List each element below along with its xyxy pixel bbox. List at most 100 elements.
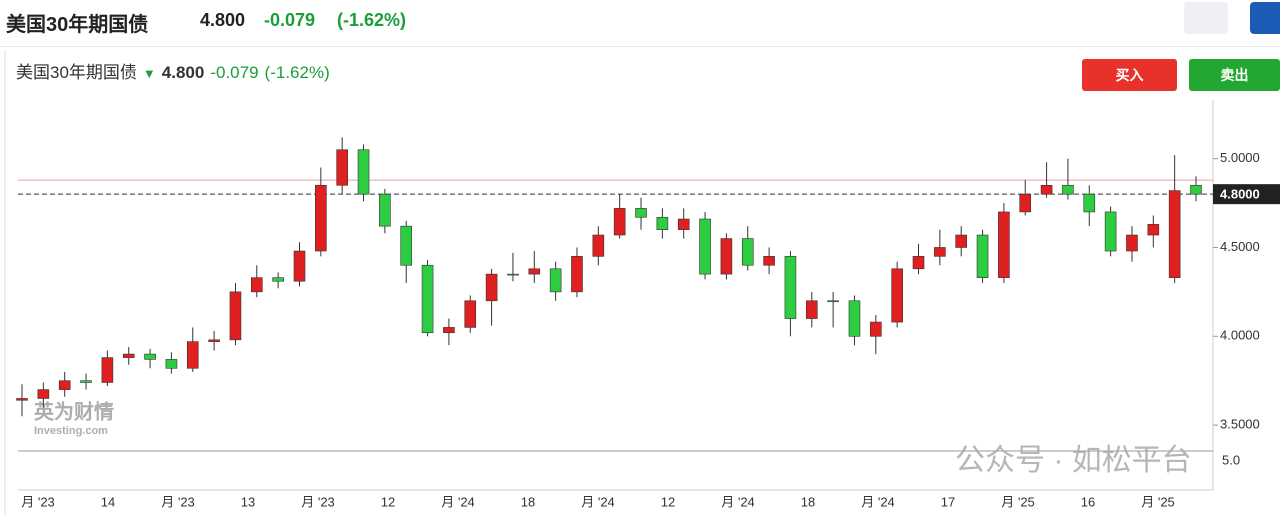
candle-body xyxy=(485,273,498,302)
candle-body xyxy=(251,277,263,293)
candle-body xyxy=(613,208,626,236)
candle-body xyxy=(1019,193,1032,213)
candle-body xyxy=(528,268,541,275)
candle-body xyxy=(122,353,135,358)
candle-body xyxy=(507,273,519,276)
alert-button[interactable] xyxy=(1184,2,1228,34)
candle-body xyxy=(998,211,1010,278)
x-tick-label: 月 '24 xyxy=(861,494,895,509)
volume-axis-label: 5.0 xyxy=(1222,452,1240,467)
chart-change: -0.079 xyxy=(210,63,259,82)
y-tick-label: 3.5000 xyxy=(1220,417,1260,432)
title: 美国30年期国债 xyxy=(6,14,149,36)
candle-body xyxy=(677,218,690,230)
candle-body xyxy=(272,277,284,282)
x-tick-label: 12 xyxy=(661,494,675,509)
candle-body xyxy=(976,234,989,278)
last-price-box xyxy=(1213,184,1280,205)
candle-body xyxy=(144,353,156,360)
candle-body xyxy=(443,327,455,334)
last-price-label: 4.8000 xyxy=(1220,187,1260,202)
candle-body xyxy=(805,300,818,319)
x-tick-label: 月 '24 xyxy=(581,494,615,509)
sell-button[interactable]: 卖出 xyxy=(1189,59,1280,91)
x-tick-label: 13 xyxy=(241,494,255,509)
candle-body xyxy=(870,321,882,337)
change-pct: (-1.62%) xyxy=(337,10,407,30)
x-tick-label: 16 xyxy=(1081,494,1095,509)
change: -0.079 xyxy=(264,10,316,30)
candle-body xyxy=(699,218,711,275)
candle-body xyxy=(955,234,968,248)
candle-body xyxy=(1168,190,1181,278)
candle-body xyxy=(379,193,391,227)
candle-body xyxy=(464,300,477,328)
candle-body xyxy=(763,256,775,266)
candle-body xyxy=(1104,211,1117,252)
watermark-wechat: 公众号 · 如松平台 xyxy=(955,444,1192,477)
x-tick-label: 18 xyxy=(521,494,535,509)
candle-body xyxy=(229,291,242,341)
price: 4.800 xyxy=(200,10,246,30)
candle-body xyxy=(549,268,562,293)
candle-body xyxy=(165,359,178,369)
candle-body xyxy=(934,247,946,257)
x-tick-label: 月 '24 xyxy=(441,494,475,509)
x-tick-label: 月 '25 xyxy=(1001,494,1035,509)
chart-title: 美国30年期国债 xyxy=(16,63,137,82)
candle-body xyxy=(635,208,647,218)
x-tick-label: 月 '23 xyxy=(161,494,195,509)
candle-body xyxy=(784,256,797,319)
x-tick-label: 月 '23 xyxy=(21,494,55,509)
y-tick-label: 4.0000 xyxy=(1220,328,1260,343)
candle-body xyxy=(208,339,220,342)
candle-body xyxy=(37,389,50,399)
candle-body xyxy=(1126,234,1138,252)
candle-body xyxy=(1190,184,1202,195)
candle-body xyxy=(571,256,583,293)
watermark-logo-en: Investing.com xyxy=(34,425,108,437)
candle-body xyxy=(16,398,28,401)
x-tick-label: 14 xyxy=(101,494,115,509)
candle-body xyxy=(827,300,839,303)
watchlist-button[interactable] xyxy=(1250,2,1280,34)
candle-body xyxy=(741,238,754,266)
candle-body xyxy=(1083,193,1096,213)
candle-body xyxy=(101,357,114,383)
x-tick-label: 12 xyxy=(381,494,395,509)
watermark-logo: 英为财情 xyxy=(34,399,114,423)
candle-body xyxy=(656,216,669,230)
candle-body xyxy=(186,341,199,369)
y-tick-label: 5.0000 xyxy=(1220,150,1260,165)
candle-body xyxy=(336,149,348,186)
top-bar: 美国30年期国债 4.800 -0.079 (-1.62%) xyxy=(0,0,1280,47)
candle-body xyxy=(1040,184,1053,195)
chart-legend: 美国30年期国债 ▼ 4.800 -0.079 (-1.62%) xyxy=(16,58,336,83)
candle-body xyxy=(421,264,434,334)
candle-body xyxy=(58,380,71,390)
x-tick-label: 17 xyxy=(941,494,955,509)
chart-change-pct: (-1.62%) xyxy=(264,63,330,82)
candle-body xyxy=(1062,184,1074,195)
chart-price: 4.800 xyxy=(161,63,205,82)
candle-body xyxy=(720,238,733,275)
candle-body xyxy=(315,184,327,252)
candle-body xyxy=(592,234,605,257)
buy-button[interactable]: 买入 xyxy=(1082,59,1177,91)
candle-body xyxy=(912,256,925,270)
down-arrow: ▼ xyxy=(142,66,156,81)
x-tick-label: 月 '25 xyxy=(1141,494,1175,509)
x-tick-label: 月 '24 xyxy=(721,494,755,509)
candle-body xyxy=(891,268,903,323)
x-tick-label: 月 '23 xyxy=(301,494,335,509)
candle-body xyxy=(1147,224,1160,236)
candle-body xyxy=(293,250,306,282)
x-tick-label: 18 xyxy=(801,494,815,509)
candle-body xyxy=(400,225,413,266)
y-tick-label: 4.5000 xyxy=(1220,239,1260,254)
candle-body xyxy=(357,149,370,195)
candle-body xyxy=(848,300,861,337)
candle-body xyxy=(80,380,92,383)
